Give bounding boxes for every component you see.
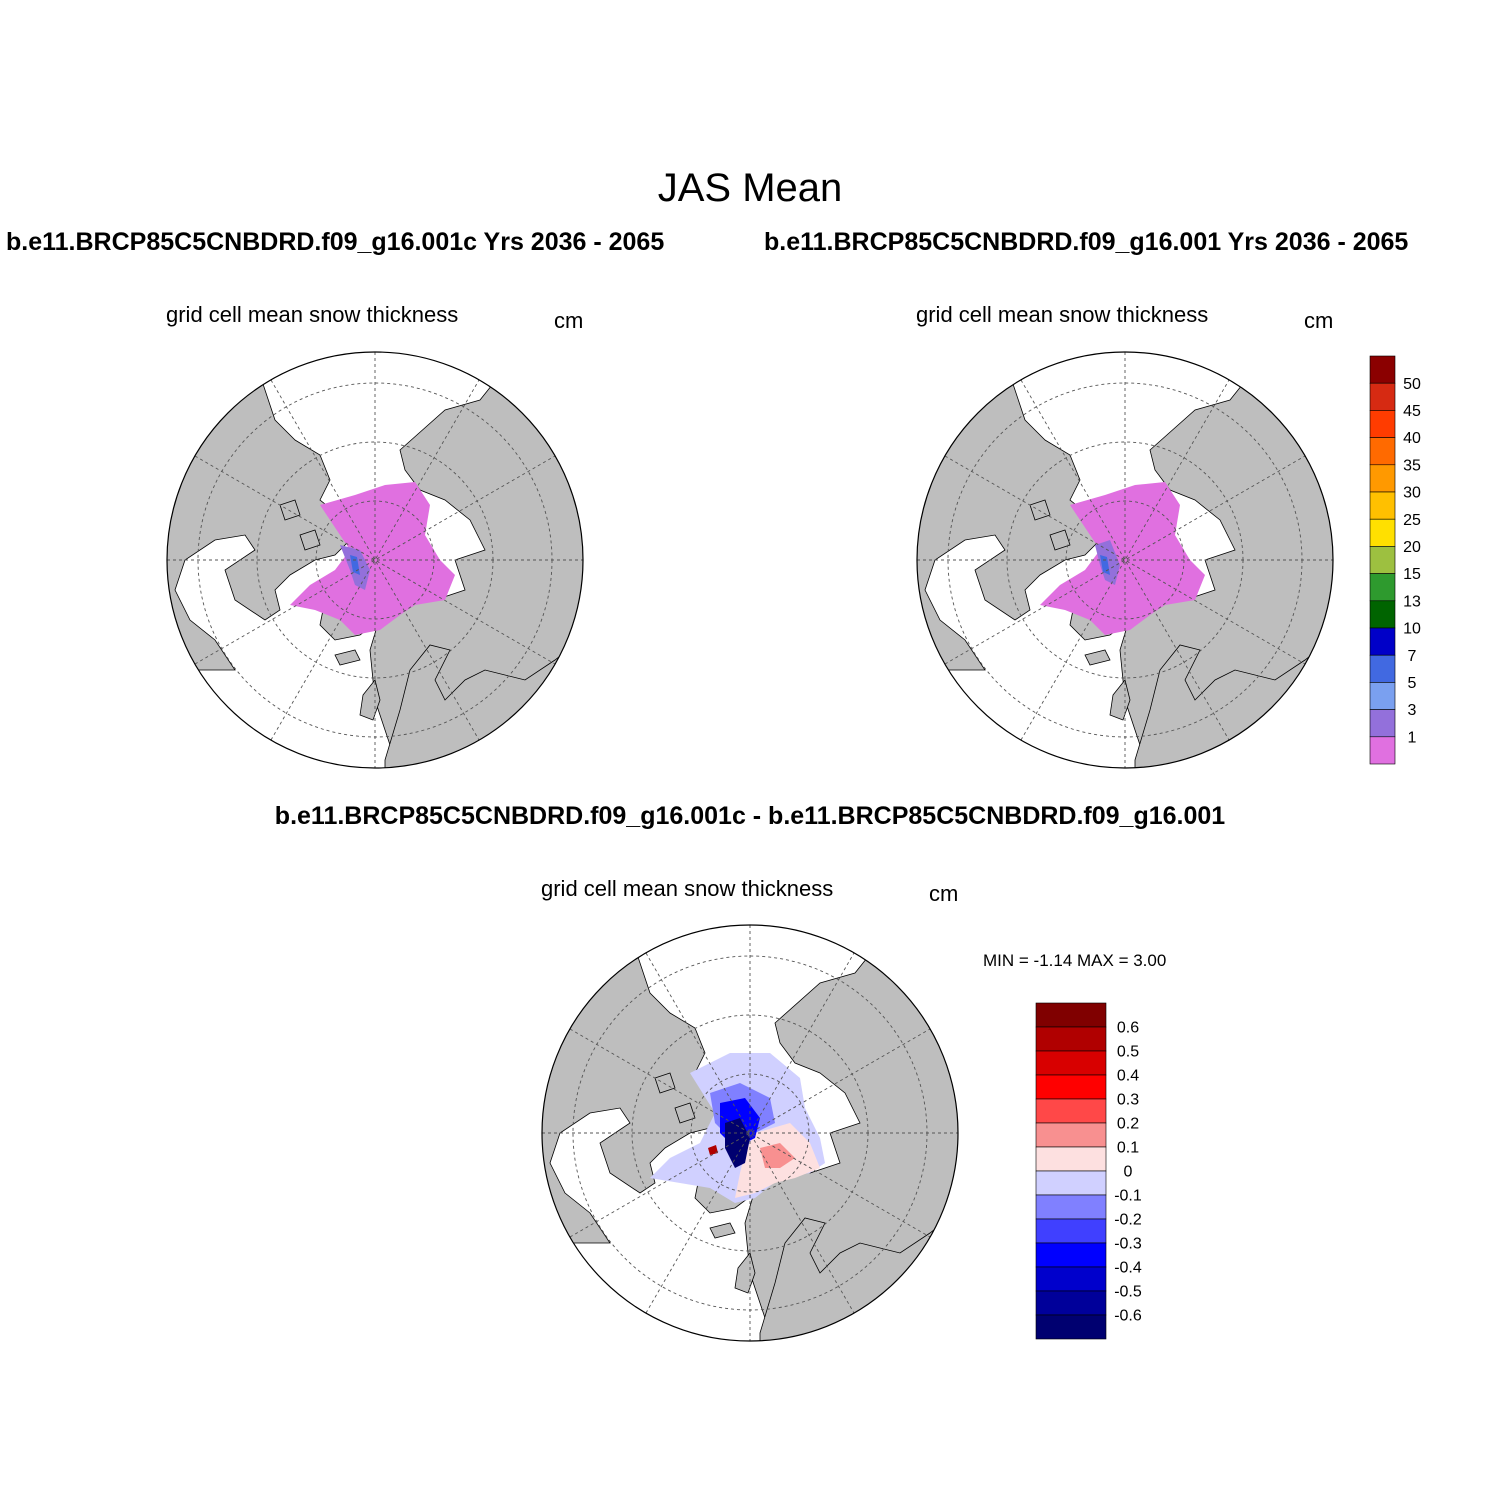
abs-colorbar-box-14 [1369,736,1396,765]
abs-colorbar-label-9: 10 [1403,621,1421,638]
diff-minmax-label: MIN = -1.14 MAX = 3.00 [983,951,1167,970]
diff-colorbar-box-11 [1035,1266,1107,1292]
abs-colorbar-label-8: 13 [1403,593,1421,610]
abs-colorbar-box-2 [1369,410,1396,438]
diff-colorbar-box-12 [1035,1290,1107,1316]
abs-colorbar-label-6: 20 [1403,539,1421,556]
panel2-variable-label: grid cell mean snow thickness [916,302,1209,327]
abs-colorbar-box-5 [1369,491,1396,520]
diff-colorbar-label-5: 0.1 [1117,1140,1139,1157]
abs-colorbar-box-8 [1369,573,1396,602]
panel1-map [166,351,584,769]
diff-colorbar-box-5 [1035,1122,1107,1148]
diff-map [541,924,959,1342]
diff-colorbar-box-2 [1035,1050,1107,1076]
abs-colorbar-label-2: 40 [1403,430,1421,447]
abs-colorbar-label-5: 25 [1403,512,1421,529]
diff-colorbar-label-6: 0 [1124,1164,1133,1181]
panel1-case-title: b.e11.BRCP85C5CNBDRD.f09_g16.001c Yrs 20… [6,228,665,256]
diff-colorbar-label-2: 0.4 [1117,1068,1139,1085]
abs-colorbar-label-7: 15 [1403,566,1421,583]
abs-colorbar-box-11 [1369,654,1396,683]
abs-colorbar-box-1 [1369,382,1396,411]
diff-colorbar-label-9: -0.3 [1114,1236,1142,1253]
diff-colorbar-box-3 [1035,1074,1107,1100]
abs-colorbar-box-12 [1369,682,1396,710]
abs-colorbar-label-12: 3 [1408,702,1417,719]
diff-variable-label: grid cell mean snow thickness [541,876,834,901]
abs-colorbar-label-1: 45 [1403,403,1421,420]
diff-colorbar: 0.6 0.5 0.4 0.3 0.2 0.1 0 -0.1 -0.2 -0.3 -0.4 -0.5 -… [1035,1002,1142,1340]
diff-units-label: cm [929,881,959,906]
abs-colorbar-box-4 [1369,464,1396,493]
diff-colorbar-box-9 [1035,1218,1107,1244]
diff-colorbar-box-0 [1035,1002,1107,1028]
abs-colorbar-box-0 [1369,355,1396,384]
abs-colorbar-box-9 [1369,600,1396,629]
diff-colorbar-label-3: 0.3 [1117,1092,1139,1109]
abs-colorbar-box-6 [1369,518,1396,547]
abs-colorbar-box-13 [1369,709,1396,738]
abs-colorbar-label-0: 50 [1403,376,1421,393]
diff-colorbar-label-10: -0.4 [1114,1260,1142,1277]
diff-colorbar-label-4: 0.2 [1117,1116,1139,1133]
diff-colorbar-label-8: -0.2 [1114,1212,1142,1229]
diff-colorbar-label-7: -0.1 [1114,1188,1142,1205]
diff-field-neg-max [725,1118,750,1168]
diff-colorbar-box-6 [1035,1146,1107,1172]
diff-colorbar-label-11: -0.5 [1114,1284,1142,1301]
diff-colorbar-label-0: 0.6 [1117,1020,1139,1037]
panel2-units-label: cm [1304,308,1334,333]
abs-colorbar-box-7 [1369,546,1396,574]
diff-colorbar-box-10 [1035,1242,1107,1268]
diff-colorbar-box-1 [1035,1026,1107,1052]
abs-colorbar-label-10: 7 [1408,648,1417,665]
diff-field-pos-mid [760,1143,795,1168]
abs-colorbar-label-4: 30 [1403,485,1421,502]
main-title: JAS Mean [657,166,843,210]
diff-colorbar-box-7 [1035,1170,1107,1196]
abs-colorbar-box-3 [1369,437,1396,466]
diff-colorbar-box-13 [1035,1314,1107,1340]
abs-colorbar-box-10 [1369,627,1396,656]
abs-colorbar-label-11: 5 [1408,675,1417,692]
diff-colorbar-label-12: -0.6 [1114,1308,1142,1325]
abs-colorbar: 50 45 40 35 30 25 20 15 13 10 7 5 3 1 [1369,355,1421,765]
panel2-case-title: b.e11.BRCP85C5CNBDRD.f09_g16.001 Yrs 203… [764,228,1409,256]
panel1-units-label: cm [554,308,584,333]
panel1-variable-label: grid cell mean snow thickness [166,302,459,327]
abs-colorbar-label-3: 35 [1403,457,1421,474]
abs-colorbar-label-13: 1 [1408,729,1417,746]
diff-colorbar-label-1: 0.5 [1117,1044,1139,1061]
panel2-map [916,351,1334,769]
diff-colorbar-box-4 [1035,1098,1107,1124]
diff-colorbar-box-8 [1035,1194,1107,1220]
diff-case-title: b.e11.BRCP85C5CNBDRD.f09_g16.001c - b.e1… [274,802,1226,830]
